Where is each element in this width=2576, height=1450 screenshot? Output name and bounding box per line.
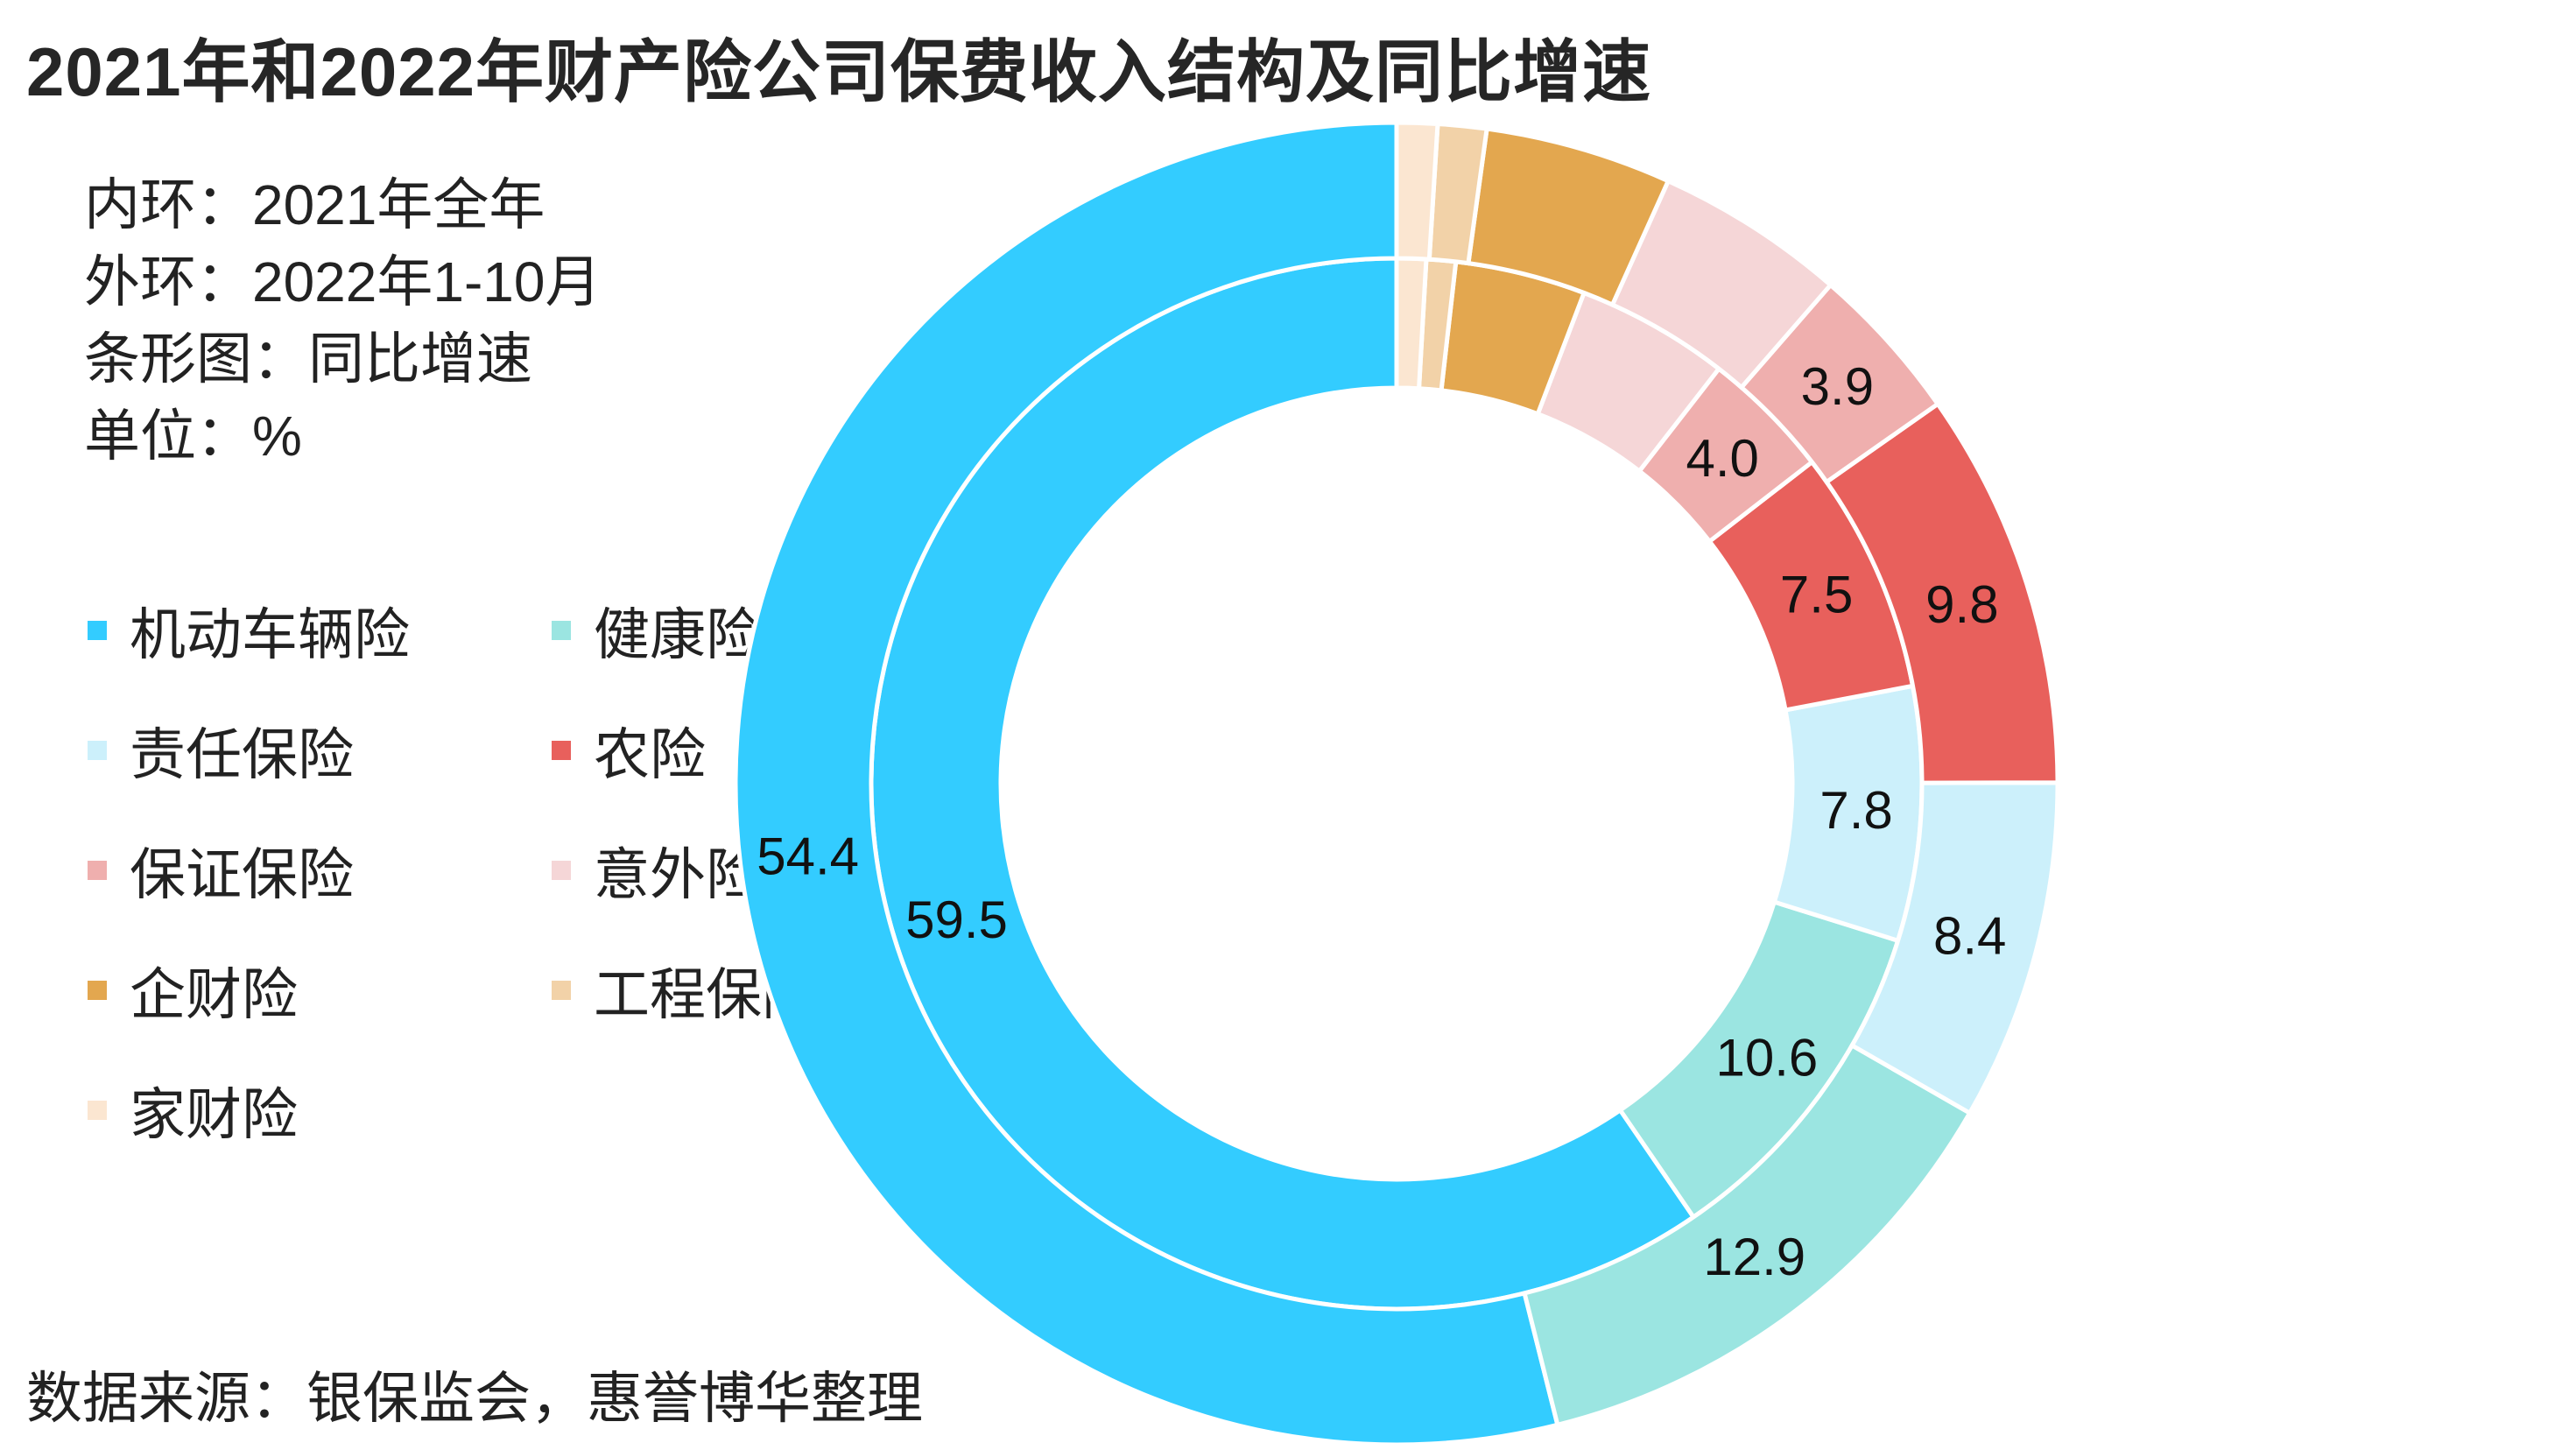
inner-ring-slice-9 — [1394, 256, 1429, 391]
outer-ring-slice-7 — [1466, 126, 1672, 308]
legend-item: 农险 — [552, 715, 706, 786]
inner-ring-label-4: 7.5 — [1780, 566, 1853, 624]
legend-label: 意外险 — [594, 843, 762, 906]
outer-ring-slice-1 — [733, 120, 1560, 1447]
legend-swatch — [88, 981, 107, 1000]
chart-notes: 内环：2021年全年 外环：2022年1-10月 条形图：同比增速 单位：% — [84, 166, 601, 475]
legend-label: 机动车辆险 — [130, 603, 410, 666]
legend-label: 农险 — [594, 723, 706, 786]
legend-swatch — [552, 861, 571, 880]
note-outer-ring: 外环：2022年1-10月 — [84, 250, 602, 313]
inner-ring-label-5: 4.0 — [1686, 429, 1759, 488]
inner-ring-label-3: 7.8 — [1819, 781, 1892, 840]
inner-ring: 59.5 10.6 7.8 7.5 4.0 — [869, 256, 1925, 1312]
legend-swatch — [88, 741, 107, 760]
legend-item: 责任保险 — [88, 715, 354, 786]
outer-ring-slice-8 — [1426, 121, 1489, 266]
note-inner-ring: 内环：2021年全年 — [84, 173, 545, 236]
outer-ring: 54.4 12.9 8.4 9.8 3.9 — [733, 120, 2060, 1447]
legend-swatch — [552, 621, 571, 640]
legend-item: 机动车辆险 — [88, 595, 410, 666]
legend-item: 意外险 — [552, 835, 762, 906]
outer-ring-slice-4 — [1823, 400, 2060, 785]
note-unit: 单位：% — [84, 405, 302, 468]
outer-ring-slice-2 — [1522, 1042, 1974, 1428]
outer-ring-slice-9 — [1394, 120, 1440, 262]
note-bar-chart: 条形图：同比增速 — [84, 327, 532, 391]
legend-swatch — [88, 621, 107, 640]
inner-ring-label-1: 59.5 — [905, 890, 1008, 949]
outer-ring-slice-6 — [1609, 178, 1834, 391]
legend-swatch — [552, 741, 571, 760]
inner-ring-label-2: 10.6 — [1716, 1028, 1819, 1087]
outer-ring-label-1: 54.4 — [757, 827, 859, 886]
legend-item: 家财险 — [88, 1075, 298, 1146]
legend-label: 责任保险 — [130, 723, 354, 786]
outer-ring-label-5: 3.9 — [1801, 357, 1874, 416]
outer-ring-label-4: 9.8 — [1925, 575, 1998, 634]
legend-swatch — [88, 861, 107, 880]
chart-title: 2021年和2022年财产险公司保费收入结构及同比增速 — [26, 33, 1652, 110]
legend-swatch — [88, 1101, 107, 1120]
legend-label: 家财险 — [130, 1083, 298, 1146]
outer-ring-slice-3 — [1848, 780, 2060, 1116]
legend-item: 保证保险 — [88, 835, 354, 906]
outer-ring-label-3: 8.4 — [1933, 907, 2006, 966]
legend-label: 健康险 — [594, 603, 762, 666]
legend-item: 企财险 — [88, 955, 298, 1026]
source-note: 数据来源：银保监会，惠誉博华整理 — [26, 1367, 923, 1430]
legend-label: 保证保险 — [130, 843, 354, 906]
outer-ring-label-2: 12.9 — [1703, 1228, 1805, 1286]
legend-label: 企财险 — [130, 963, 298, 1026]
legend-swatch — [552, 981, 571, 1000]
legend-item: 健康险 — [552, 595, 762, 666]
